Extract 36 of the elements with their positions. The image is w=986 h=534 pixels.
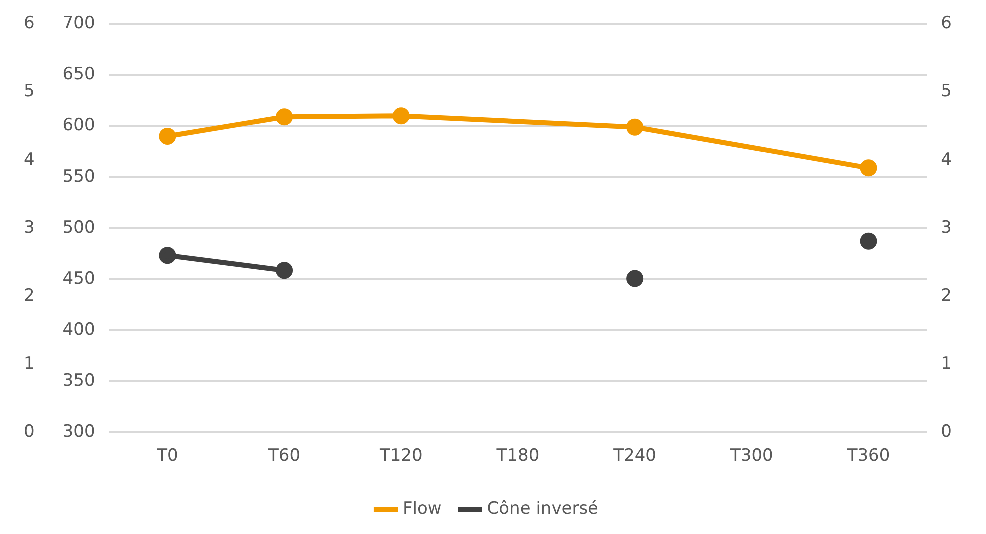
legend-label: Flow: [402, 498, 442, 519]
y3-tick-label: 4: [24, 150, 35, 170]
point: [159, 247, 176, 264]
point: [276, 262, 294, 280]
y2-tick-label: 1: [941, 354, 952, 374]
y-tick-label: 500: [62, 218, 96, 238]
y2-tick-label: 3: [941, 218, 952, 238]
y-tick-label: 700: [62, 14, 96, 34]
y-tick-label: 550: [62, 166, 96, 187]
y2-tick-label: 0: [941, 422, 952, 442]
x-tick-label: T0: [156, 446, 178, 466]
x-tick-label: T60: [268, 446, 301, 466]
point: [626, 270, 644, 288]
x-tick-label: T180: [496, 446, 540, 466]
legend-label: Cône inversé: [487, 498, 599, 519]
x-tick-label: T360: [846, 446, 890, 466]
x-tick-label: T120: [378, 446, 423, 466]
y2-tick-label: 6: [941, 14, 952, 34]
y-tick-label: 650: [62, 64, 96, 85]
y3-tick-label: 5: [24, 82, 35, 102]
y2-tick-label: 2: [941, 286, 952, 306]
y3-tick-label: 0: [24, 422, 35, 442]
y3-tick-label: 1: [24, 354, 35, 374]
y3-tick-label: 6: [24, 14, 35, 34]
y-tick-label: 400: [62, 320, 96, 340]
x-tick-label: T300: [729, 446, 774, 466]
y2-tick-label: 4: [941, 150, 952, 170]
x-tick-label: T240: [612, 446, 656, 466]
y3-tick-label: 3: [24, 218, 35, 238]
y-tick-label: 300: [62, 422, 96, 442]
y3-tick-label: 2: [24, 286, 35, 306]
y-tick-label: 450: [62, 268, 96, 289]
point: [860, 232, 878, 250]
y-tick-label: 350: [62, 370, 96, 391]
y-tick-label: 600: [62, 116, 96, 136]
y2-tick-label: 5: [941, 82, 952, 102]
